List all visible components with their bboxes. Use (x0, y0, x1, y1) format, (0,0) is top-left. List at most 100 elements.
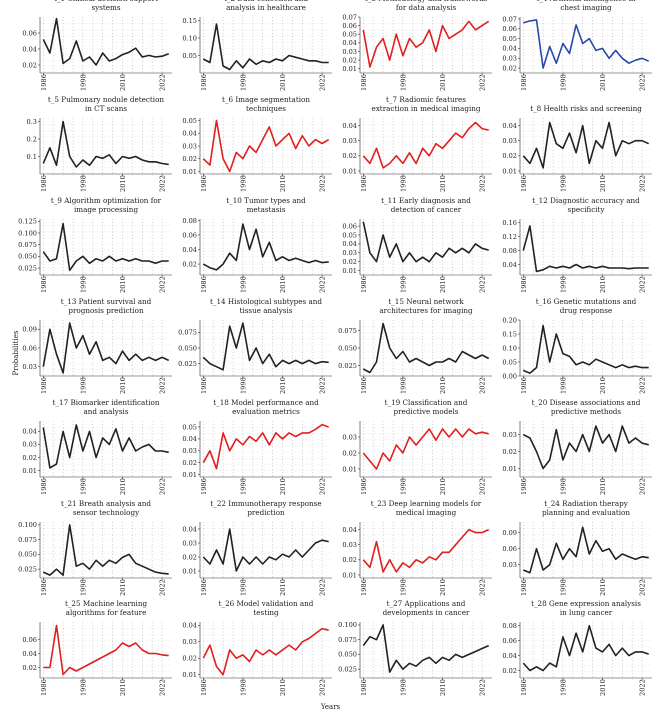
series-line (42, 120, 169, 168)
series-line (522, 624, 649, 672)
y-tick-label: 0.06 (342, 22, 357, 30)
grid (520, 622, 652, 678)
series-line (362, 121, 489, 169)
panel-title: medical imaging (396, 508, 457, 517)
y-tick-label: 0.04 (502, 261, 517, 269)
y-tick-label: 0.04 (182, 525, 197, 533)
x-tick-label: 1986 (520, 478, 528, 495)
x-tick-label: 2022 (319, 478, 327, 495)
grid (40, 522, 172, 578)
x-tick-label: 2010 (119, 377, 127, 394)
x-tick-label: 2022 (479, 478, 487, 495)
series-line (522, 526, 649, 574)
x-tick-label: 2010 (439, 276, 447, 293)
panel-title: t_13 Patient survival and (61, 297, 152, 306)
grid (520, 421, 652, 477)
x-tick-label: 2022 (639, 377, 647, 394)
y-tick-label: 0.10 (502, 344, 517, 352)
x-tick-label: 2010 (119, 74, 127, 91)
x-tick-label: 2010 (279, 478, 287, 495)
y-tick-label: 0.03 (502, 55, 517, 63)
x-tick-label: 1986 (520, 679, 528, 696)
x-tick-label: 2010 (439, 478, 447, 495)
x-tick-label: 2022 (639, 74, 647, 91)
x-tick-label: 2010 (119, 175, 127, 192)
panel-title: t_4 Artificial intelligence in (536, 0, 635, 3)
y-tick-label: 0.03 (342, 433, 357, 441)
x-tick-label: 2010 (119, 478, 127, 495)
y-tick-label: 0.03 (342, 48, 357, 56)
y-tick-label: 0.03 (502, 561, 517, 569)
x-tick-label: 1986 (360, 478, 368, 495)
series-line (42, 424, 169, 469)
y-tick-label: 0.3 (27, 118, 38, 126)
y-tick-label: 0.05 (182, 117, 197, 125)
y-tick-label: 0.02 (182, 260, 197, 268)
panel-title: techniques (246, 104, 286, 113)
panel-title: t_24 Radiation therapy (544, 499, 628, 508)
panel-title: t_20 Disease associations and (532, 398, 641, 407)
y-tick-label: 0.04 (182, 622, 197, 630)
x-tick-label: 1998 (239, 276, 247, 293)
series-line (42, 17, 169, 66)
y-tick-label: 0.03 (342, 541, 357, 549)
x-tick-label: 2022 (319, 276, 327, 293)
series-line (42, 524, 169, 576)
x-tick-label: 1998 (399, 276, 407, 293)
x-tick-label: 2010 (599, 579, 607, 596)
x-tick-label: 2010 (599, 478, 607, 495)
x-tick-label: 1998 (79, 679, 87, 696)
panel-title: t_17 Biomarker identification (53, 398, 160, 407)
x-tick-label: 2010 (599, 377, 607, 394)
y-tick-label: 0.125 (18, 218, 37, 226)
x-tick-label: 1986 (40, 74, 48, 91)
y-tick-label: 0.03 (342, 137, 357, 145)
x-tick-label: 2022 (479, 175, 487, 192)
panel-title: analysis in healthcare (226, 3, 306, 12)
x-tick-label: 2010 (599, 175, 607, 192)
x-tick-label: 1986 (200, 478, 208, 495)
x-tick-label: 2022 (479, 579, 487, 596)
x-tick-label: 2022 (159, 478, 167, 495)
panel-title: prediction (247, 508, 285, 517)
y-tick-label: 0.08 (182, 217, 197, 225)
panel-4: t_4 Artificial intelligence inchest imag… (502, 0, 652, 91)
series-line (202, 119, 330, 173)
y-tick-label: 0.01 (342, 267, 357, 275)
x-tick-label: 1998 (79, 74, 87, 91)
y-tick-label: 0.050 (338, 344, 357, 352)
grid (40, 320, 172, 376)
y-tick-label: 0.025 (178, 360, 197, 368)
panel-title: predictive models (394, 407, 459, 416)
x-tick-label: 1998 (79, 175, 87, 192)
panel-title: t_9 Algorithm optimization for (51, 196, 162, 205)
panel-title: t_25 Machine learning (65, 599, 148, 608)
y-tick-label: 0.05 (182, 423, 197, 431)
x-tick-label: 1986 (360, 579, 368, 596)
y-tick-label: 0.02 (342, 556, 357, 564)
y-tick-label: 0.050 (18, 253, 37, 261)
panel-title: drug response (560, 306, 612, 315)
x-tick-label: 1986 (520, 276, 528, 293)
panel-title: t_26 Model validation and (219, 599, 314, 608)
y-tick-label: 0.050 (18, 551, 37, 559)
y-tick-label: 0.05 (342, 231, 357, 239)
x-tick-label: 1986 (40, 679, 48, 696)
x-tick-label: 2010 (119, 679, 127, 696)
panel-3: t_3 Methodology and frameworksfor data a… (342, 0, 492, 91)
y-tick-label: 0.03 (182, 638, 197, 646)
panel-title: metastasis (247, 205, 286, 214)
x-tick-label: 2010 (279, 679, 287, 696)
panel-title: sensor technology (73, 508, 140, 517)
x-tick-label: 1986 (200, 679, 208, 696)
y-tick-label: 0.05 (502, 35, 517, 43)
y-tick-label: 0.01 (182, 471, 197, 479)
series-line (43, 624, 169, 676)
x-tick-label: 2022 (319, 679, 327, 696)
